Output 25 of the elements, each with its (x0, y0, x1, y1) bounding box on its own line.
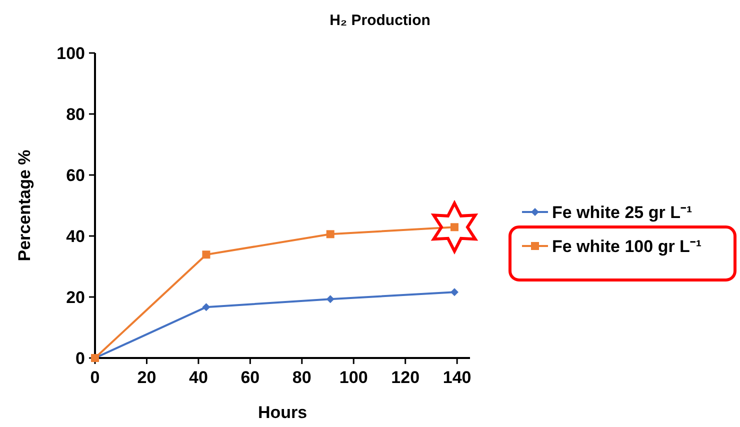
y-tick-label: 60 (66, 166, 85, 185)
point (326, 230, 334, 238)
point (202, 303, 210, 312)
y-tick-label: 40 (66, 226, 85, 246)
y-tick-label: 100 (56, 44, 85, 63)
legend-label: Fe white 25 gr L⁻¹ (552, 202, 692, 222)
x-tick-label: 80 (292, 368, 312, 387)
x-tick-label: 40 (188, 368, 208, 387)
x-tick-label: 120 (391, 368, 420, 387)
point (326, 295, 334, 304)
x-tick-label: 20 (137, 368, 156, 387)
point (450, 223, 458, 232)
x-axis-title: Hours (258, 403, 308, 422)
chart-title: H₂ Production (330, 12, 430, 29)
point (202, 250, 210, 259)
x-tick-label: 100 (339, 368, 368, 387)
y-tick-label: 80 (66, 104, 85, 124)
x-tick-label: 140 (442, 368, 472, 387)
y-axis-title: Percentage % (15, 150, 34, 262)
point (450, 288, 458, 296)
x-tick-label: 60 (240, 368, 260, 387)
legend-label: Fe white 100 gr L⁻¹ (552, 236, 702, 256)
x-tick-label: 0 (90, 368, 100, 387)
y-tick-label: 20 (66, 288, 85, 307)
y-tick-label: 0 (76, 348, 85, 368)
